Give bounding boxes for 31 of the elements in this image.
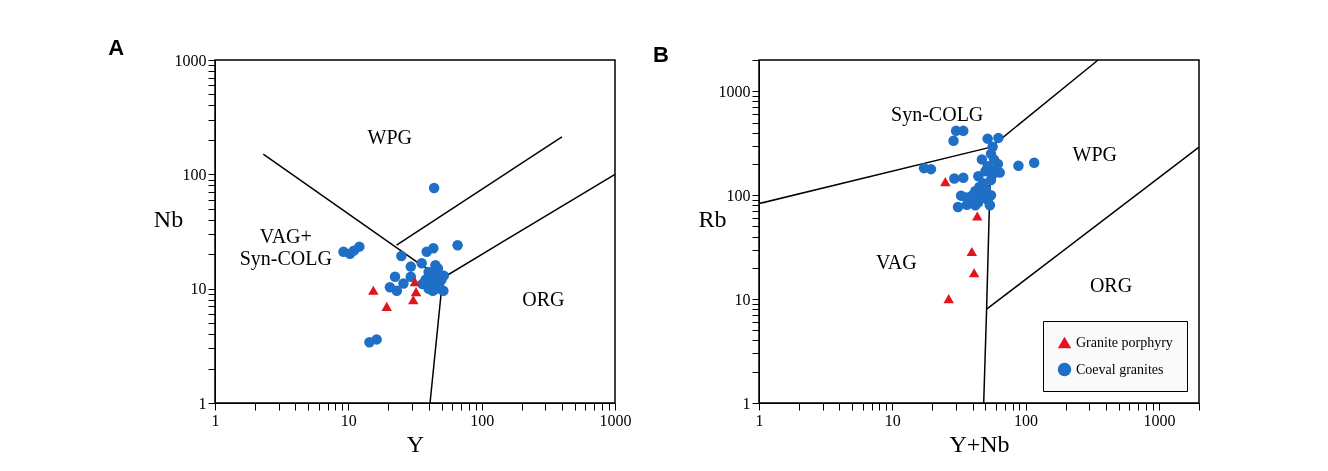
- x-tick-label: 10: [884, 411, 901, 429]
- annotation: ORG: [522, 287, 565, 310]
- x-axis-title: Y: [406, 430, 425, 457]
- annotation: WPG: [1072, 143, 1117, 166]
- annotation: VAG+ Syn-COLG: [239, 224, 332, 270]
- y-tick-label: 1: [198, 394, 207, 412]
- y-tick-label: 1000: [718, 82, 751, 100]
- legend-label: Granite porphyry: [1076, 334, 1173, 350]
- annotation: ORG: [1089, 274, 1133, 297]
- legend-label: Coeval granites: [1076, 361, 1164, 377]
- y-tick-label: 10: [734, 290, 751, 308]
- chart-title: A: [108, 35, 125, 60]
- x-tick-label: 1000: [1143, 411, 1176, 429]
- y-tick-label: 1: [742, 394, 751, 412]
- x-tick-label: 1000: [599, 411, 632, 429]
- annotation: VAG: [875, 251, 917, 274]
- x-tick-label: 100: [1014, 411, 1039, 429]
- y-axis-title: Nb: [153, 206, 184, 232]
- annotation: WPG: [367, 126, 413, 149]
- y-tick-label: 100: [726, 186, 751, 204]
- y-tick-label: 10: [190, 280, 207, 298]
- x-axis-title: Y+Nb: [949, 430, 1010, 457]
- chart-title: B: [653, 42, 669, 68]
- x-tick-label: 100: [470, 411, 495, 429]
- x-tick-label: 1: [211, 411, 220, 429]
- annotation: Syn-COLG: [891, 102, 984, 126]
- y-tick-label: 100: [182, 165, 207, 183]
- x-tick-label: 1: [755, 411, 764, 429]
- y-tick-label: 1000: [174, 51, 207, 69]
- x-tick-label: 10: [340, 411, 357, 429]
- y-axis-title: Rb: [698, 206, 727, 232]
